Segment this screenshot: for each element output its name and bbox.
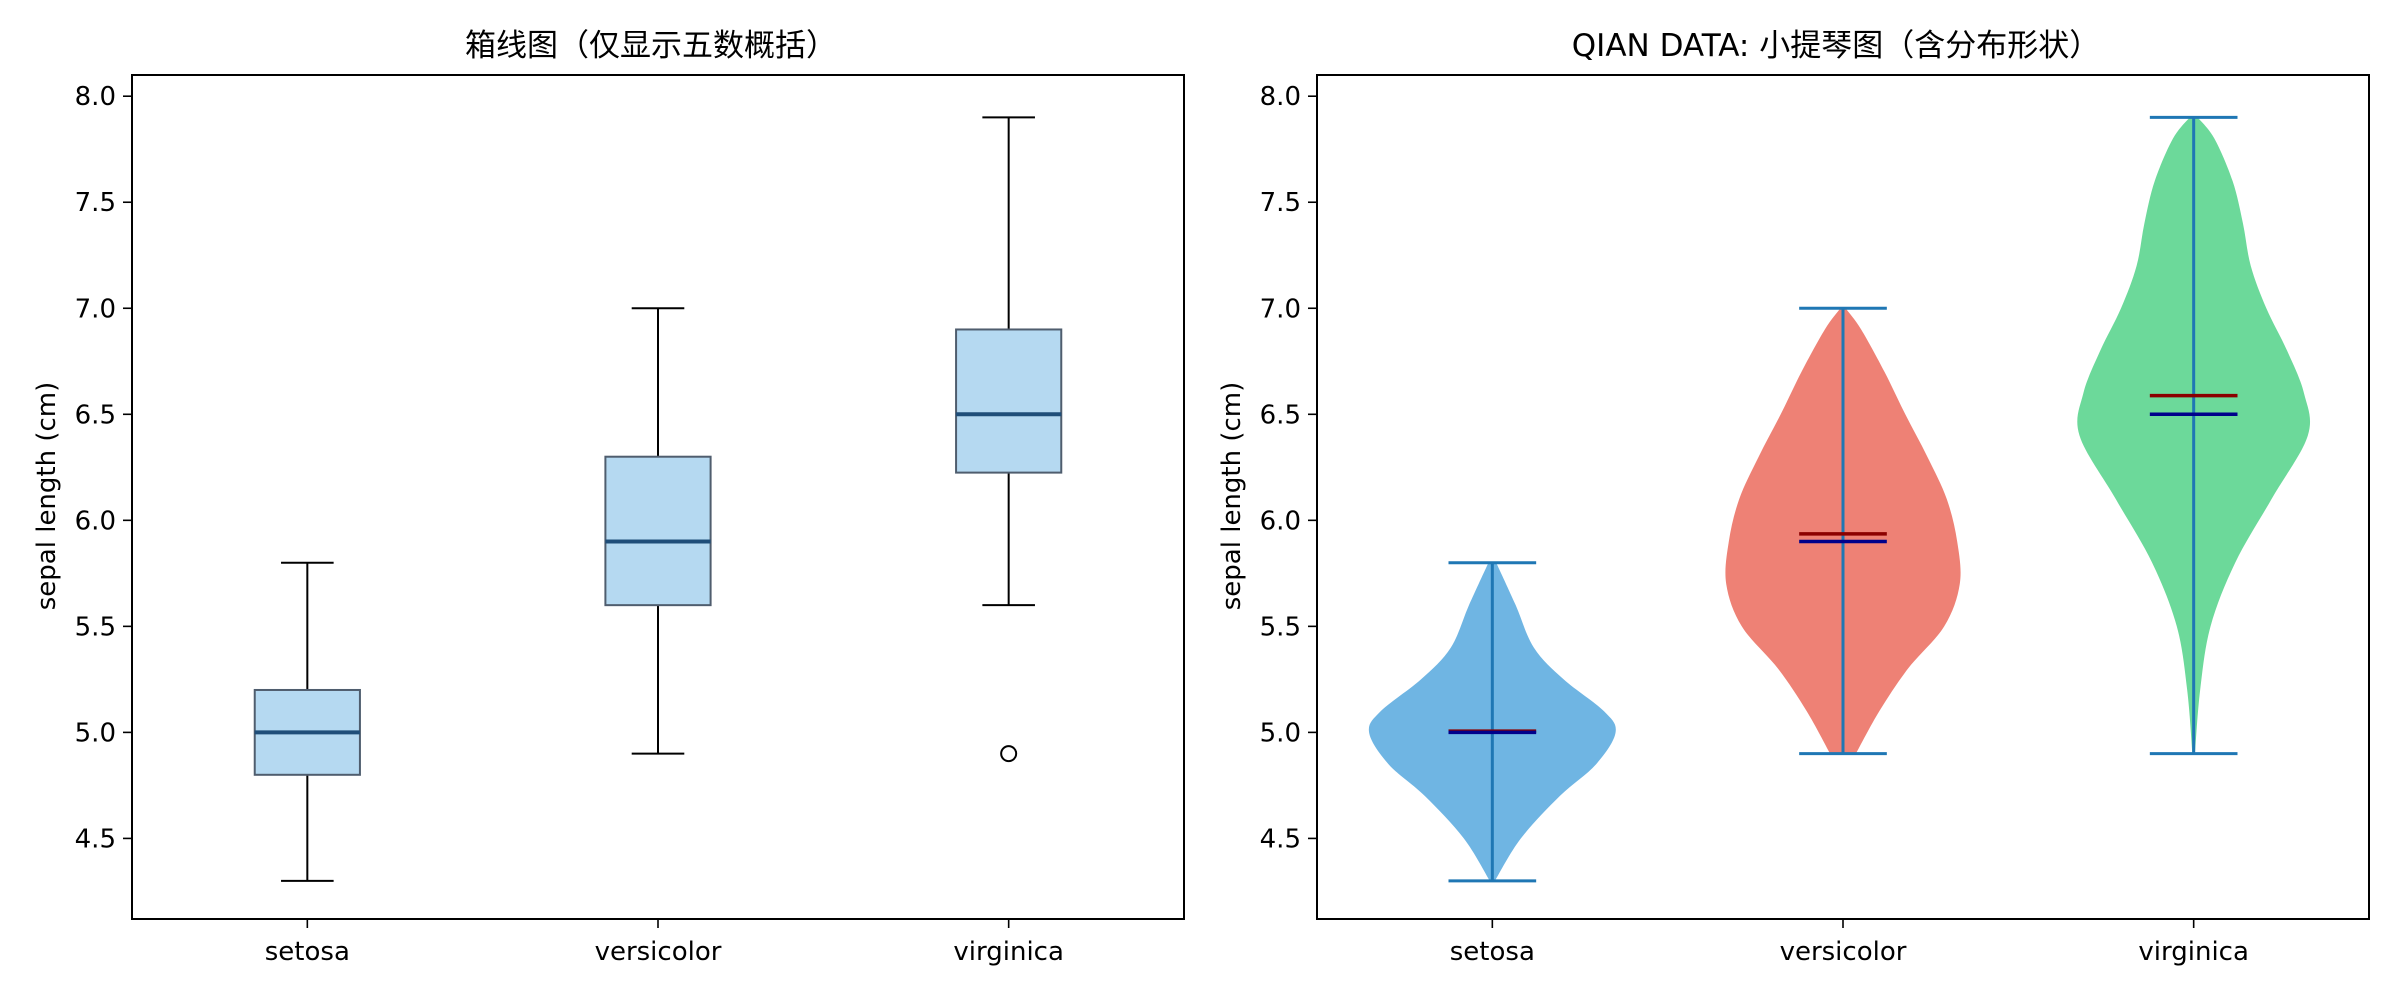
- violin-plot-frame: [1316, 74, 2370, 920]
- violin-plot-panel: QIAN DATA: 小提琴图（含分布形状） sepal length (cm)…: [1217, 28, 2370, 967]
- box-versicolor: [604, 455, 712, 607]
- box-plot-x-tick-label: setosa: [265, 937, 350, 967]
- violin-plot-y-tick-label: 6.5: [1260, 400, 1301, 430]
- box-plot-panel: 箱线图（仅显示五数概括） sepal length (cm) 4.5 5.0 5.5…: [32, 28, 1185, 967]
- box-virginica: [955, 328, 1063, 474]
- box-plot-y-tick-label: 8.0: [75, 82, 116, 112]
- violin-plot-area: 4.5 5.0 5.5 6.0 6.5 7.0 7.5 8.0 setosa versicolor…: [1260, 82, 2311, 967]
- box-plot-y-axis-label: sepal length (cm): [32, 382, 62, 611]
- box-plot-title: 箱线图（仅显示五数概括）: [465, 28, 837, 64]
- violin-plot-x-tick-label: versicolor: [1780, 937, 1907, 967]
- violin-plot-y-tick-label: 4.5: [1260, 824, 1301, 854]
- violin-plot-y-tick-label: 8.0: [1260, 82, 1301, 112]
- violin-plot-y-tick-label: 5.5: [1260, 612, 1301, 642]
- box-plot-frame: [131, 74, 1185, 920]
- violin-plot-y-tick-label: 6.0: [1260, 506, 1301, 536]
- box-plot-y-tick-label: 5.0: [75, 718, 116, 748]
- box-plot-y-tick-label: 5.5: [75, 612, 116, 642]
- box-plot-y-tick-label: 6.0: [75, 506, 116, 536]
- box-plot-y-tick-label: 7.0: [75, 294, 116, 324]
- box-plot-y-tick-label: 4.5: [75, 824, 116, 854]
- outlier-point: [1000, 745, 1018, 763]
- box-plot-x-tick-label: virginica: [953, 937, 1064, 967]
- violin-plot-title: QIAN DATA: 小提琴图（含分布形状）: [1572, 28, 2100, 64]
- box-plot-x-tick-label: versicolor: [595, 937, 722, 967]
- violin-plot-x-tick-label: setosa: [1450, 937, 1535, 967]
- violin-plot-x-tick-label: virginica: [2138, 937, 2249, 967]
- box-plot-y-tick-label: 6.5: [75, 400, 116, 430]
- box-plot-area: 4.5 5.0 5.5 6.0 6.5 7.0 7.5 8.0 setosa versicolor…: [75, 82, 1064, 967]
- box-plot-y-tick-label: 7.5: [75, 188, 116, 218]
- violin-plot-y-axis-label: sepal length (cm): [1217, 382, 1247, 611]
- violin-plot-y-tick-label: 7.5: [1260, 188, 1301, 218]
- violin-plot-y-tick-label: 7.0: [1260, 294, 1301, 324]
- violin-plot-y-tick-label: 5.0: [1260, 718, 1301, 748]
